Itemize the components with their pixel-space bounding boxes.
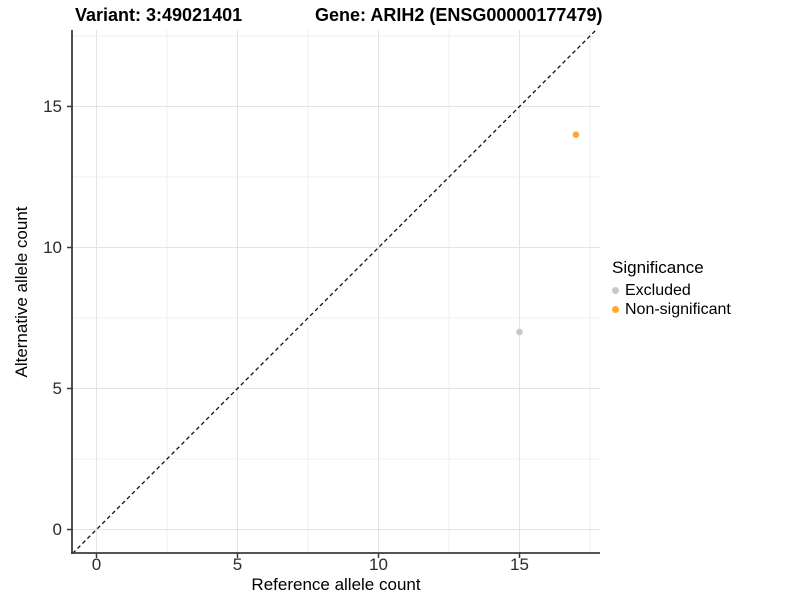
plot-panel: [67, 30, 600, 558]
identity-reference-line: [72, 30, 597, 553]
data-point-non-significant: [572, 131, 580, 138]
legend-item-label: Excluded: [625, 281, 691, 299]
legend-item: Excluded: [612, 281, 731, 299]
plot-title-gene: Gene: ARIH2 (ENSG00000177479): [315, 5, 603, 25]
legend-item-label: Non-significant: [625, 300, 731, 318]
legend-items: Excluded Non-significant: [612, 281, 731, 318]
legend-item: Non-significant: [612, 300, 731, 318]
x-tick-label: 5: [232, 555, 243, 574]
legend: Significance Excluded Non-significant: [612, 258, 731, 318]
y-tick-label: 10: [43, 237, 62, 257]
x-tick-label: 0: [91, 555, 102, 574]
plot-title-variant: Variant: 3:49021401: [75, 5, 243, 25]
legend-point-icon: [612, 286, 619, 294]
legend-point-icon: [612, 305, 619, 313]
y-tick-label: 0: [52, 519, 62, 539]
legend-title: Significance: [612, 258, 704, 277]
y-tick-label: 5: [52, 378, 62, 398]
x-tick-label: 15: [510, 555, 529, 574]
y-axis-title: Alternative allele count: [12, 206, 31, 378]
x-tick-label: 10: [369, 555, 388, 574]
y-tick-label: 15: [43, 96, 62, 116]
data-point-excluded: [516, 328, 523, 336]
x-axis-title: Reference allele count: [251, 575, 421, 594]
